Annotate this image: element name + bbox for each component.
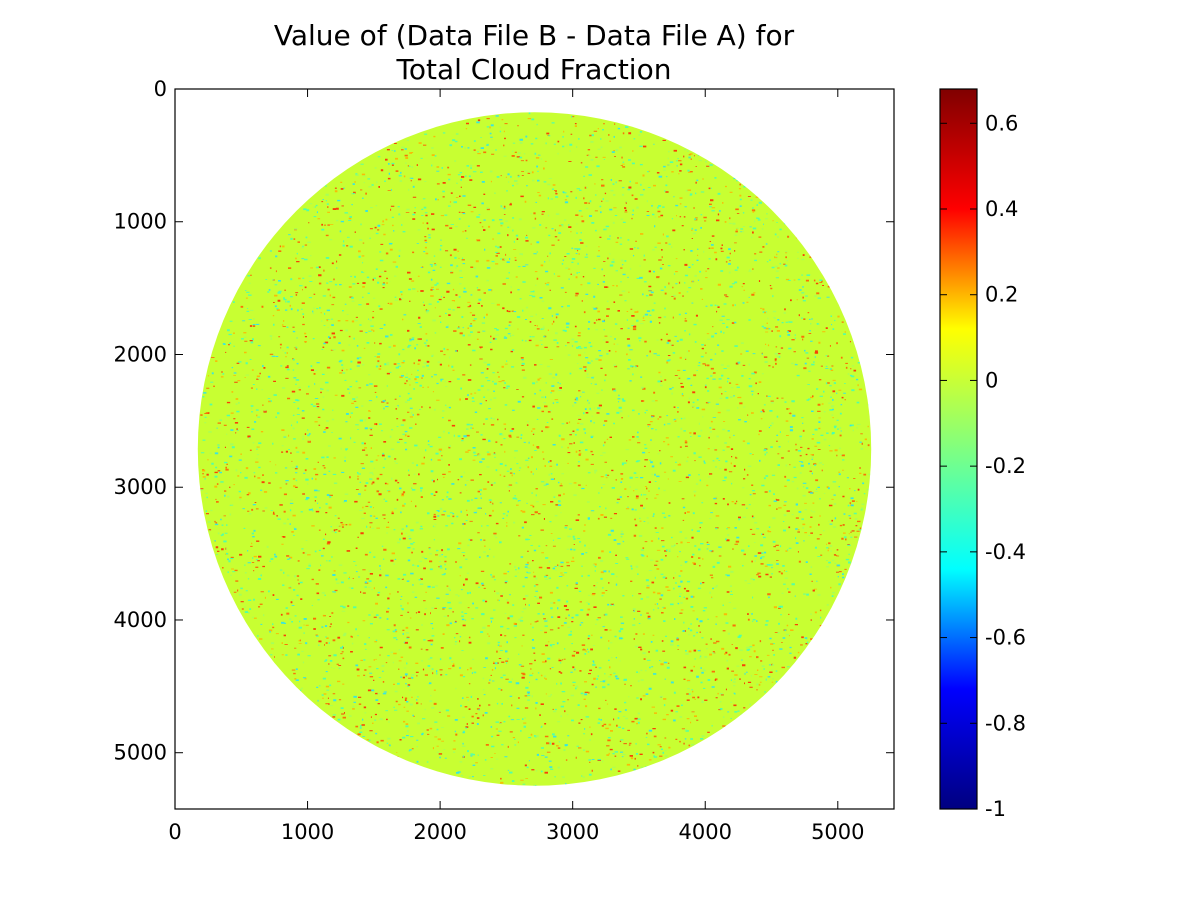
x-tick-label: 1000 bbox=[281, 820, 334, 844]
x-tick-label: 0 bbox=[168, 820, 181, 844]
y-axis: 0 1000 2000 3000 4000 5000 bbox=[114, 77, 894, 765]
x-tick-label: 3000 bbox=[546, 820, 599, 844]
y-tick-label: 5000 bbox=[114, 741, 167, 765]
colorbar: 0.6 0.4 0.2 0 -0.2 -0.4 -0.6 -0.8 -1 bbox=[939, 88, 1026, 821]
colorbar-tick-label: 0.4 bbox=[985, 197, 1018, 221]
y-tick-label: 2000 bbox=[114, 342, 167, 366]
chart-title: Value of (Data File B - Data File A) for… bbox=[274, 19, 795, 86]
x-tick-label: 5000 bbox=[811, 820, 864, 844]
x-tick-label: 2000 bbox=[413, 820, 466, 844]
y-tick-label: 1000 bbox=[114, 210, 167, 234]
disk-speckle bbox=[200, 112, 871, 786]
colorbar-tick-label: -0.4 bbox=[985, 540, 1026, 564]
data-disk bbox=[197, 112, 872, 786]
y-tick-label: 0 bbox=[154, 77, 167, 101]
colorbar-tick-label: 0 bbox=[985, 368, 998, 392]
colorbar-tick-label: -0.8 bbox=[985, 711, 1026, 735]
colorbar-tick-label: -0.6 bbox=[985, 626, 1026, 650]
disk-speckle-path bbox=[202, 112, 871, 782]
colorbar-tick-label: 0.2 bbox=[985, 283, 1018, 307]
chart-title-line-2: Total Cloud Fraction bbox=[396, 53, 672, 86]
y-tick-label: 3000 bbox=[114, 475, 167, 499]
chart-title-line-1: Value of (Data File B - Data File A) for bbox=[274, 19, 795, 52]
colorbar-tick-label: -1 bbox=[985, 797, 1006, 821]
colorbar-tick-label: -0.2 bbox=[985, 454, 1026, 478]
plot-frame bbox=[174, 88, 895, 810]
colorbar-ticks: 0.6 0.4 0.2 0 -0.2 -0.4 -0.6 -0.8 -1 bbox=[940, 111, 1026, 821]
colorbar-tick-label: 0.6 bbox=[985, 111, 1018, 135]
x-axis: 0 1000 2000 3000 4000 5000 bbox=[168, 89, 865, 844]
y-tick-label: 4000 bbox=[114, 608, 167, 632]
x-tick-label: 4000 bbox=[679, 820, 732, 844]
disk-fill bbox=[197, 112, 872, 786]
colorbar-gradient bbox=[939, 88, 978, 810]
